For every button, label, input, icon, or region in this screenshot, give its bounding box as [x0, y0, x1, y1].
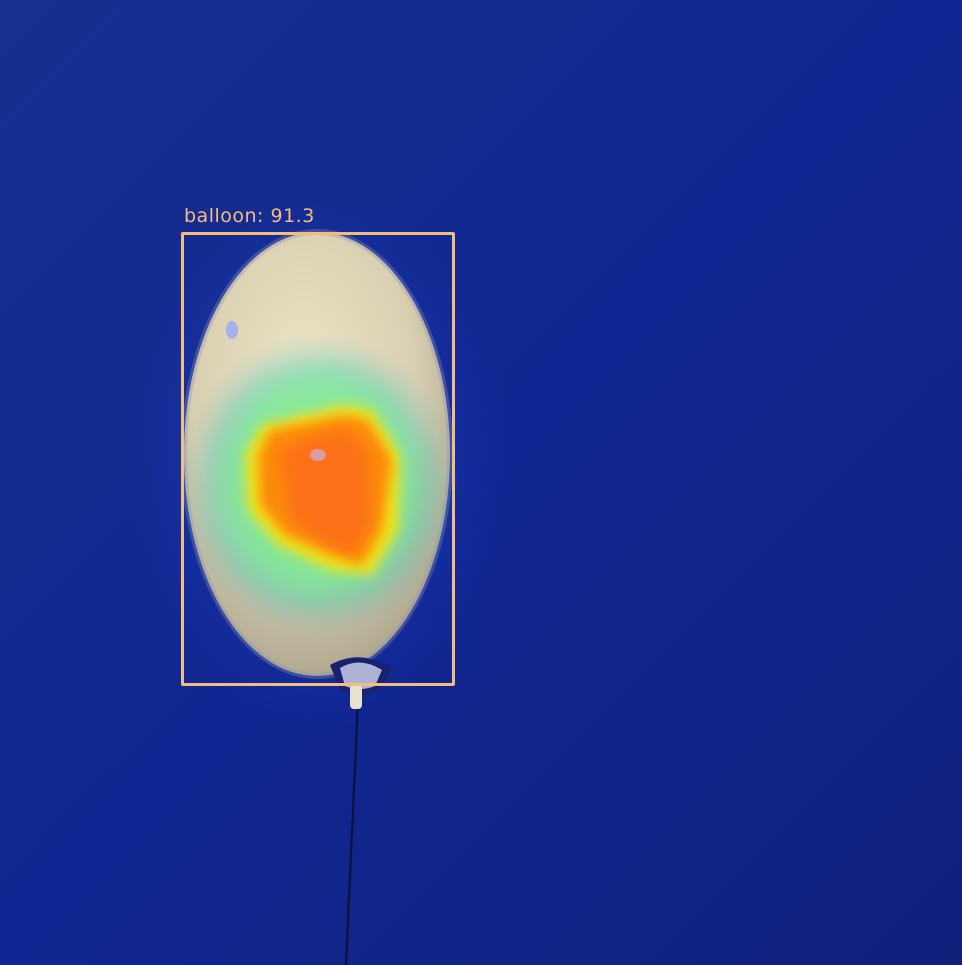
balloon-highlight [226, 321, 238, 339]
detection-label: balloon: 91.3 [184, 205, 315, 227]
detection-bounding-box [181, 232, 455, 686]
heatmap-overlay [200, 355, 436, 615]
balloon-string [344, 699, 360, 965]
